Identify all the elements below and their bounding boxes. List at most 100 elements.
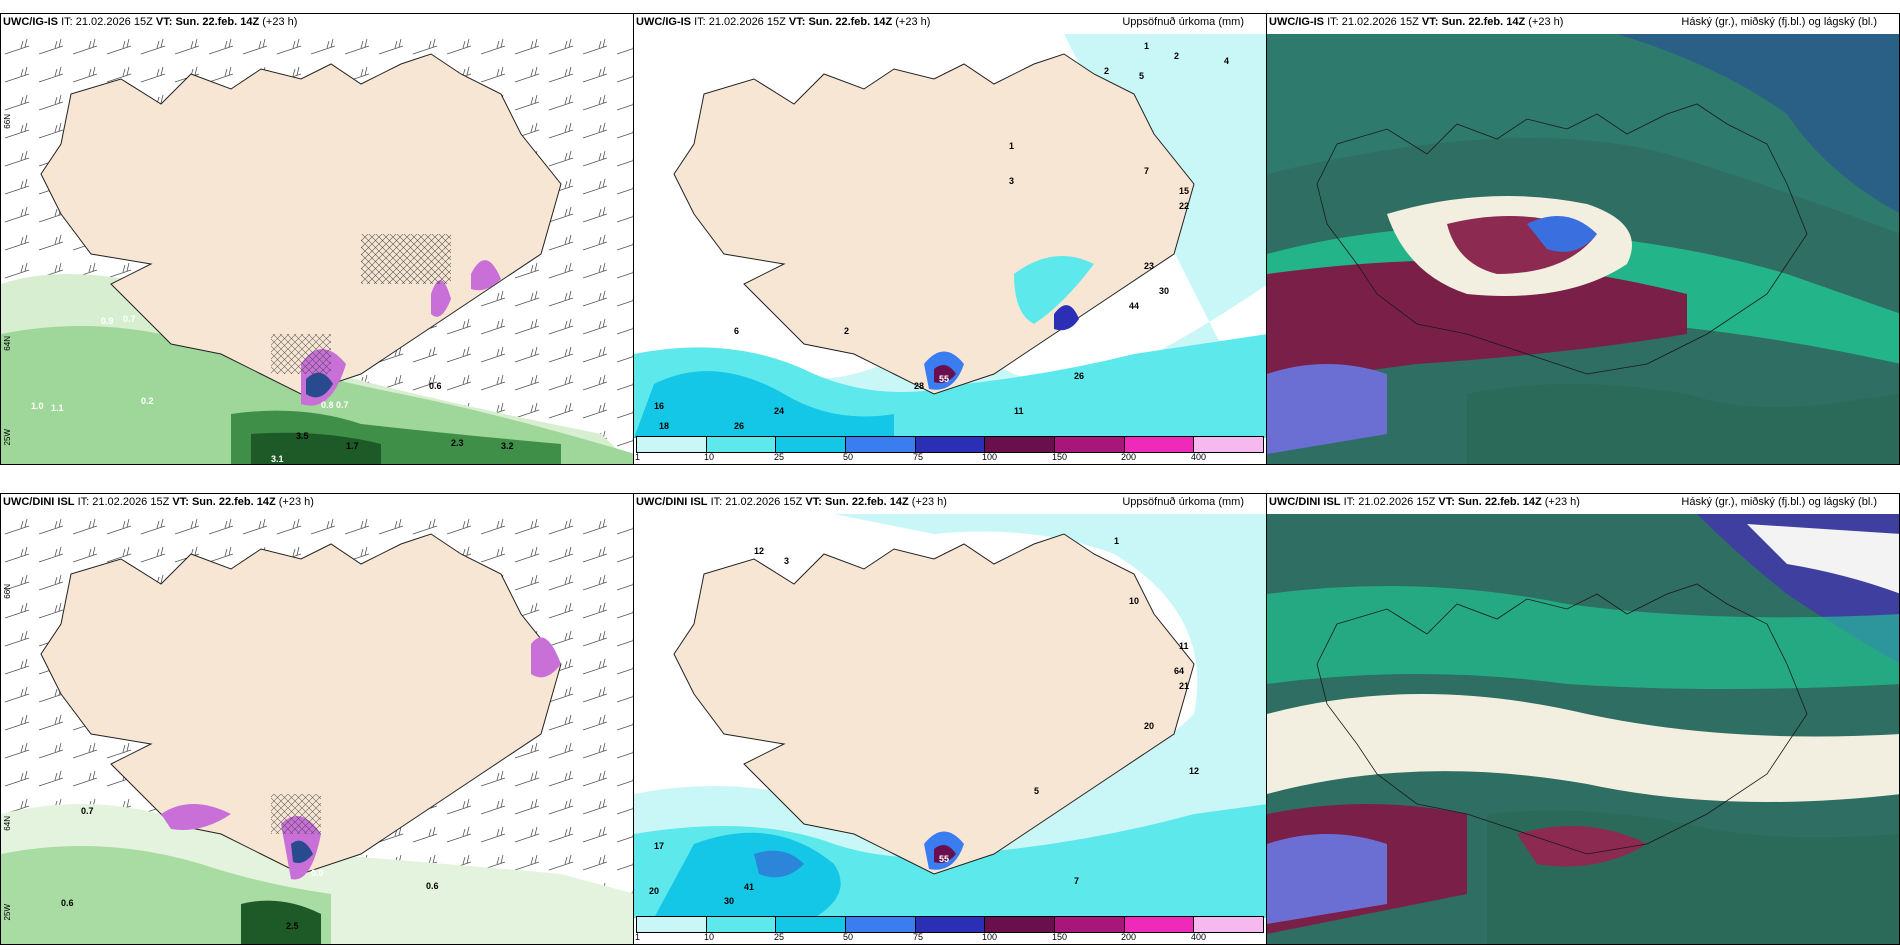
legend-label: 1 bbox=[635, 452, 641, 462]
panel-title: UWC/IG-IS IT: 21.02.2026 15Z VT: Sun. 22… bbox=[3, 16, 298, 28]
panel-field-title: Uppsöfnuð úrkoma (mm) bbox=[1122, 496, 1244, 508]
legend-label: 75 bbox=[913, 932, 924, 942]
svg-text:1.1: 1.1 bbox=[51, 403, 64, 413]
legend-label: 25 bbox=[774, 932, 785, 942]
panel-field-title: Háský (gr.), miðský (fj.bl.) og lágský (… bbox=[1681, 496, 1877, 508]
legend-label: 400 bbox=[1191, 452, 1207, 462]
panel-field-title: Háský (gr.), miðský (fj.bl.) og lágský (… bbox=[1681, 16, 1877, 28]
svg-text:55: 55 bbox=[939, 854, 949, 864]
svg-text:0.7: 0.7 bbox=[336, 400, 349, 410]
panel-wind-dini: UWC/DINI ISL IT: 21.02.2026 15Z VT: Sun.… bbox=[0, 493, 634, 945]
svg-text:18: 18 bbox=[659, 421, 669, 431]
svg-text:7: 7 bbox=[1074, 876, 1079, 886]
svg-text:1.7: 1.7 bbox=[346, 441, 359, 451]
svg-text:17: 17 bbox=[654, 841, 664, 851]
svg-text:12: 12 bbox=[1189, 766, 1199, 776]
svg-text:0.6: 0.6 bbox=[426, 881, 439, 891]
lat-label-66: 66N bbox=[3, 114, 12, 129]
legend-swatch bbox=[706, 437, 777, 452]
svg-text:44: 44 bbox=[1129, 301, 1139, 311]
wind-precip-map: 0.7 0.6 2.5 0.6 0.0 bbox=[1, 514, 633, 944]
svg-text:16: 16 bbox=[654, 401, 664, 411]
svg-text:4: 4 bbox=[1224, 56, 1229, 66]
legend-swatch bbox=[637, 437, 707, 452]
svg-text:2: 2 bbox=[844, 326, 849, 336]
legend-label: 150 bbox=[1052, 452, 1068, 462]
svg-text:2.3: 2.3 bbox=[451, 438, 464, 448]
svg-text:22: 22 bbox=[1179, 201, 1189, 211]
svg-text:0.6: 0.6 bbox=[429, 381, 442, 391]
svg-text:3: 3 bbox=[1009, 176, 1014, 186]
legend-swatch bbox=[1194, 437, 1264, 452]
svg-text:1.0: 1.0 bbox=[31, 401, 44, 411]
panel-wind-igis: UWC/IG-IS IT: 21.02.2026 15Z VT: Sun. 22… bbox=[0, 13, 634, 465]
panel-clouds-dini: UWC/DINI ISL IT: 21.02.2026 15Z VT: Sun.… bbox=[1266, 493, 1900, 945]
svg-text:24: 24 bbox=[774, 406, 784, 416]
legend-swatch bbox=[846, 917, 916, 932]
precip-map: 1 2 4 2 5 1 3 7 15 22 23 30 44 26 11 28 … bbox=[634, 34, 1266, 438]
lon-label-25: 25W bbox=[3, 429, 12, 446]
svg-text:3.5: 3.5 bbox=[296, 431, 309, 441]
panel-title: UWC/DINI ISL IT: 21.02.2026 15Z VT: Sun.… bbox=[636, 496, 947, 508]
legend-label: 50 bbox=[843, 452, 854, 462]
svg-text:21: 21 bbox=[1179, 681, 1189, 691]
legend-swatch bbox=[776, 917, 847, 932]
wind-precip-map: 0.9 0.7 1.0 1.1 0.2 0.8 0.7 0.6 3.5 1.7 … bbox=[1, 34, 633, 464]
svg-text:12: 12 bbox=[754, 546, 764, 556]
svg-text:2.5: 2.5 bbox=[286, 921, 299, 931]
legend-swatch bbox=[706, 917, 777, 932]
panel-precip-dini: UWC/DINI ISL IT: 21.02.2026 15Z VT: Sun.… bbox=[633, 493, 1267, 945]
lat-label-64: 64N bbox=[3, 336, 12, 351]
svg-text:55: 55 bbox=[939, 374, 949, 384]
legend-swatch bbox=[1124, 917, 1195, 932]
legend-label: 200 bbox=[1121, 452, 1137, 462]
lat-label-66: 66N bbox=[3, 584, 12, 599]
svg-text:1: 1 bbox=[1114, 536, 1119, 546]
panel-title: UWC/DINI ISL IT: 21.02.2026 15Z VT: Sun.… bbox=[3, 496, 314, 508]
legend-swatch bbox=[1055, 917, 1125, 932]
iceland-landmass bbox=[673, 533, 1195, 875]
panel-title: UWC/DINI ISL IT: 21.02.2026 15Z VT: Sun.… bbox=[1269, 496, 1580, 508]
legend-swatch bbox=[776, 437, 847, 452]
svg-text:3.1: 3.1 bbox=[271, 454, 284, 464]
svg-text:1: 1 bbox=[1144, 41, 1149, 51]
legend-label: 10 bbox=[704, 932, 715, 942]
svg-text:64: 64 bbox=[1174, 666, 1184, 676]
svg-text:2: 2 bbox=[1104, 66, 1109, 76]
legend-label: 100 bbox=[982, 452, 998, 462]
legend-swatch bbox=[985, 437, 1056, 452]
svg-text:6: 6 bbox=[734, 326, 739, 336]
legend-swatch bbox=[985, 917, 1056, 932]
svg-text:3.2: 3.2 bbox=[501, 441, 514, 451]
legend-swatch bbox=[915, 437, 986, 452]
svg-text:20: 20 bbox=[1144, 721, 1154, 731]
svg-text:2: 2 bbox=[1174, 51, 1179, 61]
iceland-outline bbox=[1316, 583, 1808, 855]
clouds-map bbox=[1267, 514, 1899, 944]
svg-text:0.8: 0.8 bbox=[321, 400, 334, 410]
svg-text:5: 5 bbox=[1139, 71, 1144, 81]
legend-label: 150 bbox=[1052, 932, 1068, 942]
svg-text:28: 28 bbox=[914, 381, 924, 391]
legend-swatch bbox=[1194, 917, 1264, 932]
legend-swatch bbox=[915, 917, 986, 932]
iceland-landmass bbox=[40, 533, 562, 875]
legend-swatch bbox=[637, 917, 707, 932]
svg-text:0.2: 0.2 bbox=[141, 396, 154, 406]
legend-swatch bbox=[1055, 437, 1125, 452]
svg-text:7: 7 bbox=[1144, 166, 1149, 176]
svg-text:0.7: 0.7 bbox=[81, 806, 94, 816]
svg-text:3: 3 bbox=[784, 556, 789, 566]
svg-text:20: 20 bbox=[649, 886, 659, 896]
legend-label: 75 bbox=[913, 452, 924, 462]
panel-title: UWC/IG-IS IT: 21.02.2026 15Z VT: Sun. 22… bbox=[1269, 16, 1564, 28]
panel-clouds-igis: UWC/IG-IS IT: 21.02.2026 15Z VT: Sun. 22… bbox=[1266, 13, 1900, 465]
svg-text:11: 11 bbox=[1014, 406, 1024, 416]
svg-text:26: 26 bbox=[1074, 371, 1084, 381]
precip-map: 12 3 1 10 11 64 21 20 5 12 7 17 20 41 30… bbox=[634, 514, 1266, 918]
svg-text:0.9: 0.9 bbox=[101, 316, 114, 326]
legend-label: 1 bbox=[635, 932, 641, 942]
lat-label-64: 64N bbox=[3, 816, 12, 831]
legend-swatch bbox=[1124, 437, 1195, 452]
svg-text:5: 5 bbox=[1034, 786, 1039, 796]
